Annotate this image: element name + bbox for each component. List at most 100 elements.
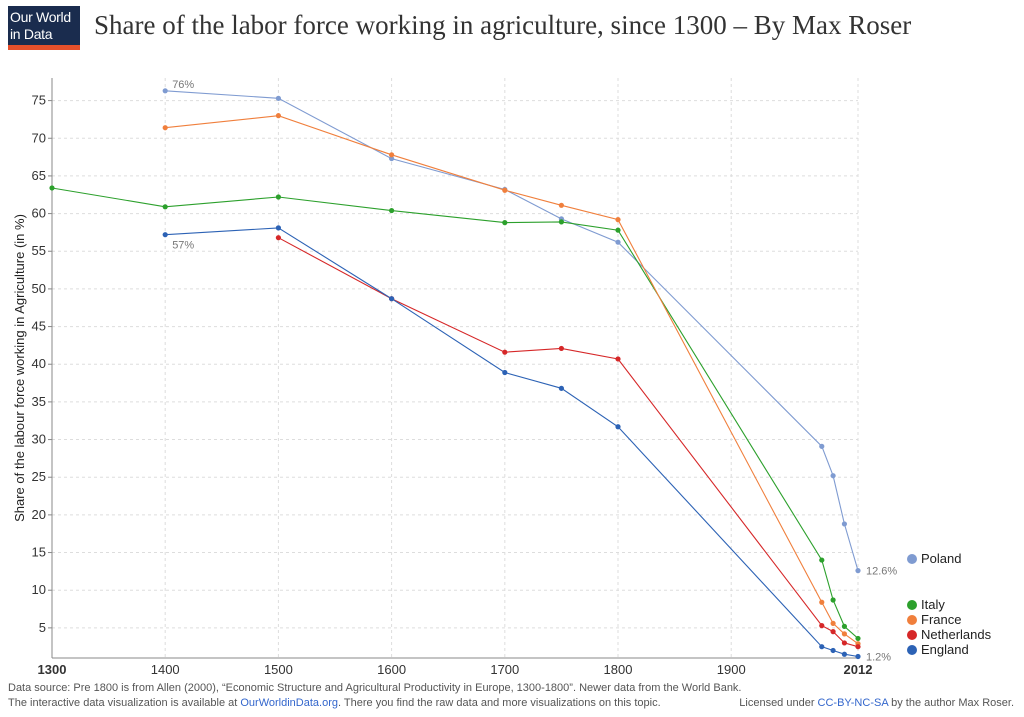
- data-point: [558, 385, 565, 391]
- data-point: [502, 349, 508, 355]
- data-point: [558, 219, 565, 225]
- data-point: [841, 623, 848, 629]
- y-tick-label: 45: [32, 319, 46, 334]
- series-line: [165, 115, 859, 645]
- data-point: [49, 185, 55, 191]
- data-point: [502, 369, 508, 376]
- data-point: [841, 640, 848, 646]
- license-note: Licensed under CC-BY-NC-SA by the author…: [739, 697, 1014, 709]
- x-tick-label: 2012: [844, 662, 873, 677]
- data-point: [162, 204, 168, 210]
- y-axis-label: Share of the labour force working in Agr…: [12, 214, 27, 522]
- series-italy: [49, 185, 861, 642]
- data-point: [830, 597, 836, 603]
- series-england: [162, 225, 861, 660]
- y-tick-label: 10: [32, 582, 46, 597]
- data-point: [275, 95, 282, 101]
- legend-swatch: [907, 645, 917, 655]
- x-tick-label: 1700: [490, 662, 519, 677]
- logo-line-2: in Data: [10, 26, 53, 42]
- legend-item-france: France: [907, 612, 961, 627]
- data-point: [162, 125, 168, 131]
- interactive-note-suffix: . There you find the raw data and more v…: [337, 697, 661, 709]
- y-tick-label: 55: [32, 243, 46, 258]
- legend-swatch: [907, 615, 917, 625]
- y-tick-label: 30: [32, 432, 46, 447]
- legend-item-italy: Italy: [907, 597, 945, 612]
- y-tick-label: 35: [32, 394, 46, 409]
- data-point: [615, 356, 621, 362]
- data-point: [855, 568, 861, 574]
- data-point: [615, 424, 621, 430]
- data-point: [819, 557, 825, 563]
- data-label: 76%: [172, 79, 194, 91]
- legend-swatch: [907, 554, 917, 564]
- data-point: [841, 631, 848, 637]
- data-label: 12.6%: [866, 566, 897, 578]
- data-point: [830, 629, 836, 635]
- data-point: [558, 345, 565, 352]
- legend-swatch: [907, 630, 917, 640]
- gridlines: [51, 78, 859, 658]
- y-tick-label: 60: [32, 206, 46, 221]
- legend-label: England: [921, 642, 969, 657]
- data-point: [389, 155, 395, 162]
- x-tick-label: 1900: [717, 662, 746, 677]
- y-tick-label: 15: [32, 545, 46, 560]
- data-point: [275, 113, 282, 119]
- interactive-note: The interactive data visualization is av…: [8, 697, 661, 709]
- y-tick-label: 40: [32, 356, 46, 371]
- logo-line-1: Our World: [10, 9, 71, 25]
- legend-label: Poland: [921, 551, 961, 566]
- series-netherlands: [275, 235, 861, 650]
- y-tick-label: 20: [32, 507, 46, 522]
- data-point: [855, 653, 861, 660]
- series-poland: [162, 88, 861, 574]
- owid-link[interactable]: OurWorldinData.org: [240, 697, 338, 709]
- y-tick-label: 70: [32, 130, 46, 145]
- y-tick-label: 65: [32, 168, 46, 183]
- legend-item-netherlands: Netherlands: [907, 627, 992, 642]
- x-tick-label: 1300: [38, 662, 67, 677]
- legend-item-poland: Poland: [907, 551, 961, 566]
- data-point: [275, 225, 282, 231]
- data-label: 57%: [172, 240, 194, 252]
- data-point: [389, 207, 395, 214]
- data-point: [558, 202, 565, 208]
- x-tick-label: 1800: [604, 662, 633, 677]
- data-label: 1.2%: [866, 651, 891, 663]
- data-point: [389, 296, 395, 302]
- series-line: [165, 90, 859, 571]
- license-suffix: by the author Max Roser.: [888, 697, 1014, 709]
- data-point: [830, 473, 836, 479]
- legend-label: Italy: [921, 597, 945, 612]
- owid-logo: Our World in Data: [8, 6, 80, 50]
- x-tick-label: 1500: [264, 662, 293, 677]
- data-point: [841, 651, 848, 657]
- legend-item-england: England: [907, 642, 969, 657]
- data-point: [819, 644, 825, 650]
- y-tick-label: 50: [32, 281, 46, 296]
- data-point: [389, 152, 395, 158]
- data-point: [615, 217, 621, 223]
- data-point: [502, 220, 508, 226]
- data-point: [830, 647, 836, 654]
- data-point: [819, 623, 825, 629]
- legend-swatch: [907, 600, 917, 610]
- data-point: [855, 644, 861, 650]
- series-line: [278, 237, 859, 648]
- data-point: [819, 599, 825, 605]
- license-link[interactable]: CC-BY-NC-SA: [817, 697, 889, 709]
- x-tick-label: 1400: [151, 662, 180, 677]
- y-tick-label: 5: [39, 620, 46, 635]
- y-tick-label: 25: [32, 469, 46, 484]
- data-point: [830, 620, 836, 626]
- data-point: [819, 443, 825, 449]
- data-point: [275, 194, 282, 200]
- data-point: [162, 88, 168, 94]
- x-tick-label: 1600: [377, 662, 406, 677]
- data-point: [615, 227, 621, 233]
- license-prefix: Licensed under: [739, 697, 818, 709]
- legend-label: Netherlands: [921, 627, 992, 642]
